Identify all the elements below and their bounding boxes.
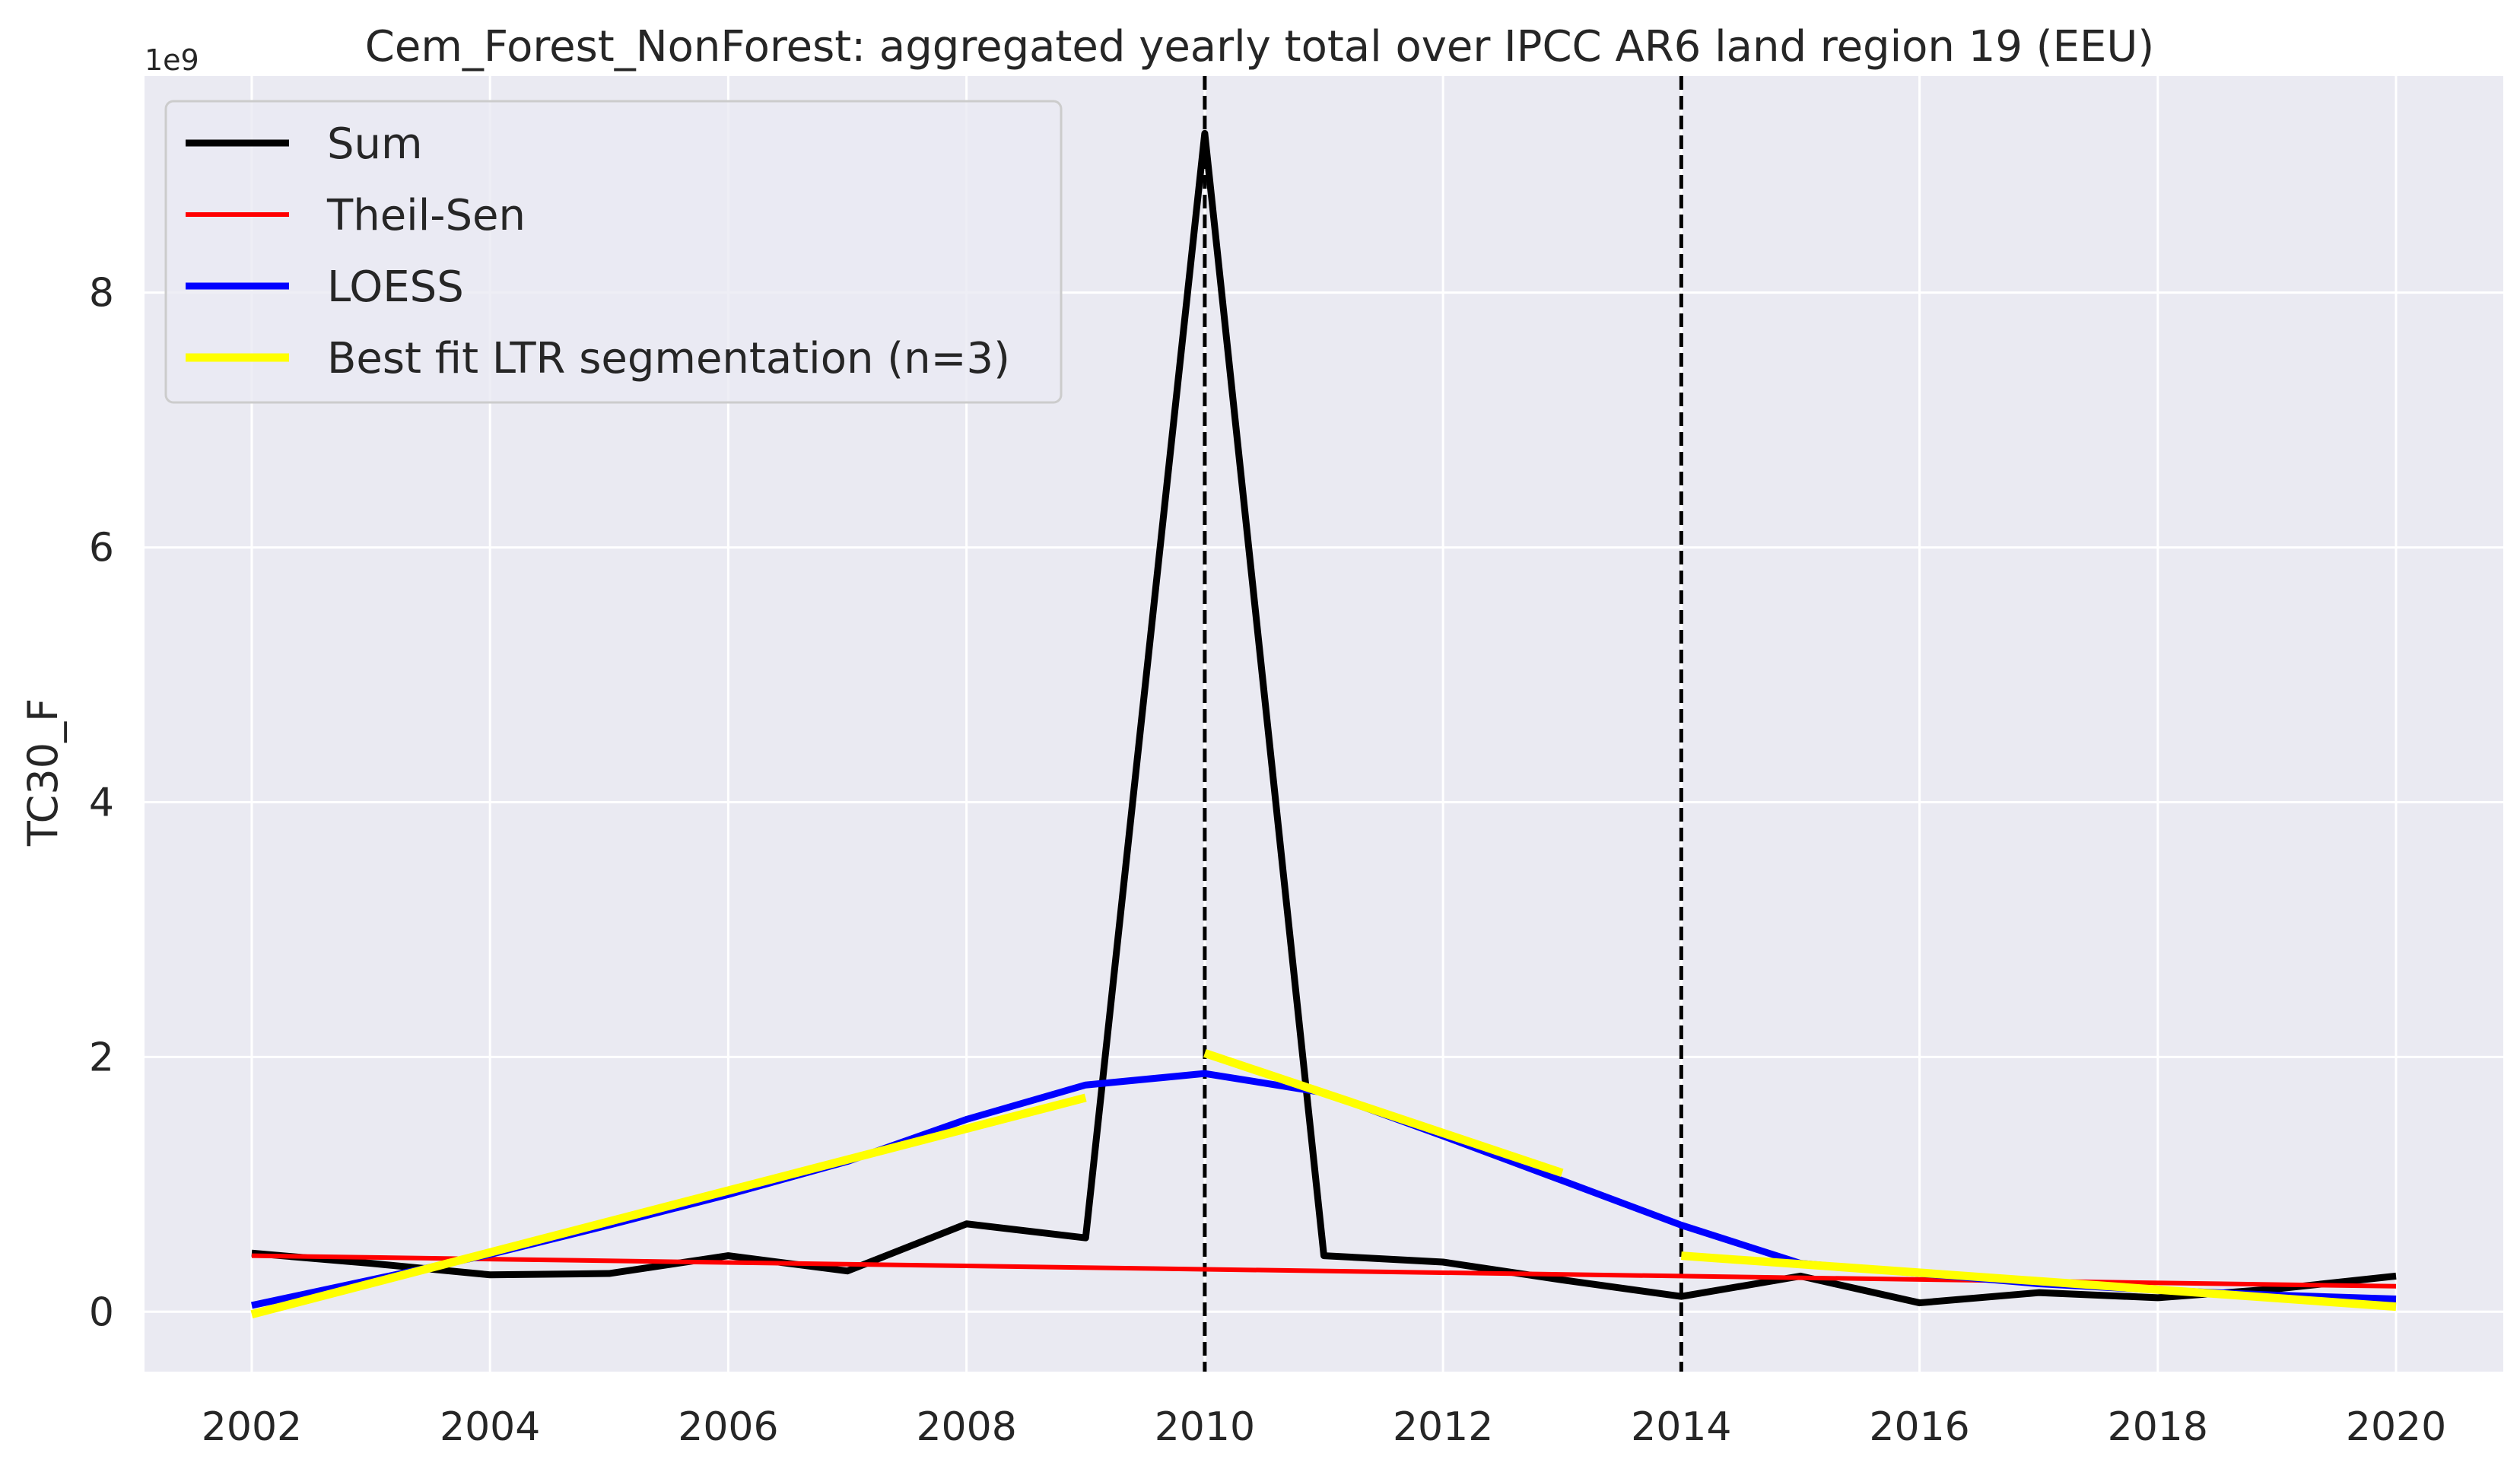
legend: Sum Theil-Sen LOESS Best fit LTR segmentati…	[164, 100, 1063, 404]
y-tick-label: 4	[89, 780, 114, 825]
chart-title: Cem_Forest_NonForest: aggregated yearly …	[365, 22, 2154, 72]
legend-item-sum: Sum	[186, 119, 423, 169]
series-line-best-fit-ltr-segmentation-n-3-segment-2	[1203, 1049, 1564, 1177]
x-axis-ticks: 2002 2004 2006 2008 2010 2012 2014 2016 2018 2020	[202, 1404, 2446, 1450]
legend-label: Theil-Sen	[326, 191, 526, 240]
x-tick-label: 2012	[1393, 1404, 1493, 1450]
y-tick-label: 0	[89, 1289, 114, 1335]
series-group	[250, 129, 2397, 1318]
legend-box	[164, 100, 1063, 404]
y-tick-label: 8	[89, 271, 114, 316]
series-line-sum	[251, 129, 2397, 1307]
vertical-reference-lines	[1203, 76, 1683, 1372]
legend-label: LOESS	[327, 262, 464, 312]
legend-label: Sum	[327, 119, 423, 169]
x-tick-label: 2016	[1869, 1404, 1969, 1450]
x-tick-label: 2004	[440, 1404, 540, 1450]
x-tick-label: 2010	[1155, 1404, 1255, 1450]
legend-item-best-fit-ltr-segmentation-n-3: Best fit LTR segmentation (n=3)	[186, 334, 1010, 383]
y-axis-ticks: 0 2 4 6 8	[89, 271, 114, 1336]
x-tick-label: 2014	[1631, 1404, 1731, 1450]
y-tick-label: 6	[89, 526, 114, 571]
x-tick-label: 2002	[202, 1404, 302, 1450]
series-line-best-fit-ltr-segmentation-n-3-segment-3	[1680, 1251, 2397, 1312]
x-tick-label: 2008	[916, 1404, 1016, 1450]
y-axis-offset-label: 1e9	[145, 43, 199, 77]
x-tick-label: 2020	[2346, 1404, 2446, 1450]
series-line-best-fit-ltr-segmentation-n-3-segment-1	[250, 1093, 1087, 1318]
legend-item-loess: LOESS	[186, 262, 464, 312]
y-axis-label: TC30_F	[19, 698, 67, 847]
legend-label: Best fit LTR segmentation (n=3)	[327, 334, 1010, 383]
x-tick-label: 2018	[2108, 1404, 2208, 1450]
y-tick-label: 2	[89, 1035, 114, 1080]
legend-item-theil-sen: Theil-Sen	[186, 191, 526, 240]
x-tick-label: 2006	[678, 1404, 778, 1450]
